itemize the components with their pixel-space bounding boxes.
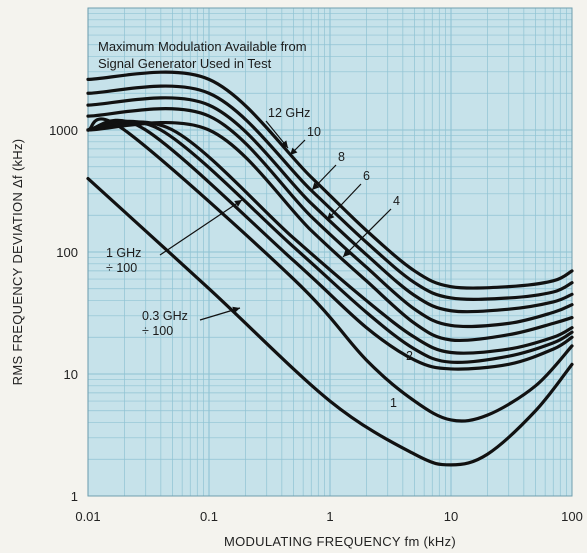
series-line-5	[86, 120, 574, 355]
x-tick-label: 0.01	[75, 509, 100, 524]
series-line-9	[86, 176, 574, 467]
callout-leader	[159, 199, 243, 256]
series-line-8	[86, 117, 574, 423]
annotation-line-1: Maximum Modulation Available from	[98, 39, 307, 54]
callout-label: ÷ 100	[106, 261, 137, 275]
callout-arrowhead	[280, 140, 288, 148]
callout-arrowhead	[312, 182, 320, 190]
series-line-0	[86, 70, 574, 290]
callout-leader	[326, 183, 362, 221]
callout-label: 1	[390, 396, 397, 410]
grid	[87, 7, 573, 497]
series-line-6	[86, 119, 574, 364]
series-line-4	[86, 120, 574, 343]
callout-1: 10	[289, 125, 321, 156]
series-line-1	[86, 84, 574, 301]
callout-label: 10	[307, 125, 321, 139]
y-tick-label: 100	[56, 245, 78, 260]
callout-5: 2	[406, 349, 413, 363]
callout-4: 4	[342, 194, 400, 258]
callout-label: 2	[406, 349, 413, 363]
annotation-line-2: Signal Generator Used in Test	[98, 56, 272, 71]
series-group	[86, 70, 574, 467]
series-line-3	[86, 107, 574, 329]
callout-8: 0.3 GHz÷ 100	[142, 306, 241, 338]
callout-arrowhead	[290, 147, 298, 155]
callout-label: 8	[338, 150, 345, 164]
x-tick-label: 100	[561, 509, 583, 524]
callout-label: 4	[393, 194, 400, 208]
callout-leader	[342, 208, 392, 258]
callout-0: 12 GHz	[265, 106, 310, 149]
callout-label: 12 GHz	[268, 106, 310, 120]
series-line-7	[86, 118, 574, 371]
callout-2: 8	[311, 150, 345, 191]
x-tick-label: 1	[326, 509, 333, 524]
callout-arrowhead	[232, 306, 240, 314]
callout-7: 1 GHz÷ 100	[106, 199, 243, 275]
callout-6: 1	[390, 396, 397, 410]
y-tick-label: 1	[71, 489, 78, 504]
x-axis-label: MODULATING FREQUENCY fm (kHz)	[224, 534, 456, 549]
x-tick-label: 0.1	[200, 509, 218, 524]
series-line-2	[86, 96, 574, 314]
y-tick-label: 1000	[49, 123, 78, 138]
plot-frame	[87, 7, 573, 497]
callout-label: 6	[363, 169, 370, 183]
callout-arrowhead	[234, 200, 242, 207]
callout-label: ÷ 100	[142, 324, 173, 338]
callout-label: 0.3 GHz	[142, 309, 188, 323]
y-axis-label: RMS FREQUENCY DEVIATION Δf (kHz)	[10, 139, 25, 386]
callout-label: 1 GHz	[106, 246, 141, 260]
callout-arrowhead	[327, 212, 335, 220]
x-ticks: 0.01 0.1 1 10 100	[75, 509, 583, 524]
callout-arrowhead	[343, 249, 351, 257]
y-ticks: 1 10 100 1000	[49, 123, 78, 504]
annotation-box: Maximum Modulation Available from Signal…	[98, 39, 307, 71]
callout-3: 6	[326, 169, 370, 221]
x-tick-label: 10	[444, 509, 458, 524]
y-tick-label: 10	[64, 367, 78, 382]
